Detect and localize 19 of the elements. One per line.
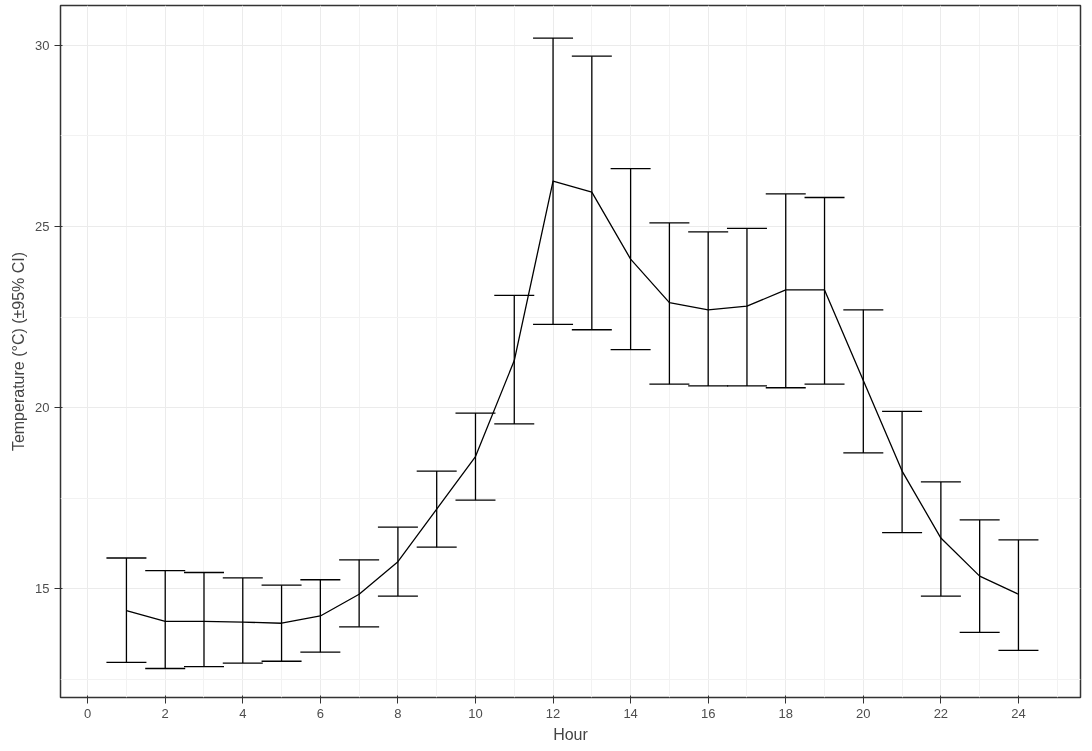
y-tick-label: 15 [35,581,50,597]
x-tick-label: 24 [1011,705,1026,721]
y-tick-label: 30 [35,37,50,53]
y-axis-title: Temperature (°C) (±95% CI) [10,251,28,452]
x-tick-label: 10 [468,705,483,721]
x-tick-label: 16 [700,705,716,721]
x-tick-label: 22 [933,705,949,721]
x-tick-label: 14 [623,705,638,721]
x-tick-label: 6 [316,705,324,721]
x-tick-label: 8 [394,705,402,721]
x-tick-label: 12 [545,705,561,721]
x-tick-label: 2 [161,705,169,721]
x-axis-title: Hour [553,725,589,743]
x-tick-label: 20 [856,705,871,721]
x-tick-label: 4 [239,705,247,721]
y-tick-label: 25 [35,219,50,235]
x-tick-label: 0 [84,705,92,721]
x-tick-label: 18 [778,705,793,721]
y-tick-label: 20 [35,400,50,416]
